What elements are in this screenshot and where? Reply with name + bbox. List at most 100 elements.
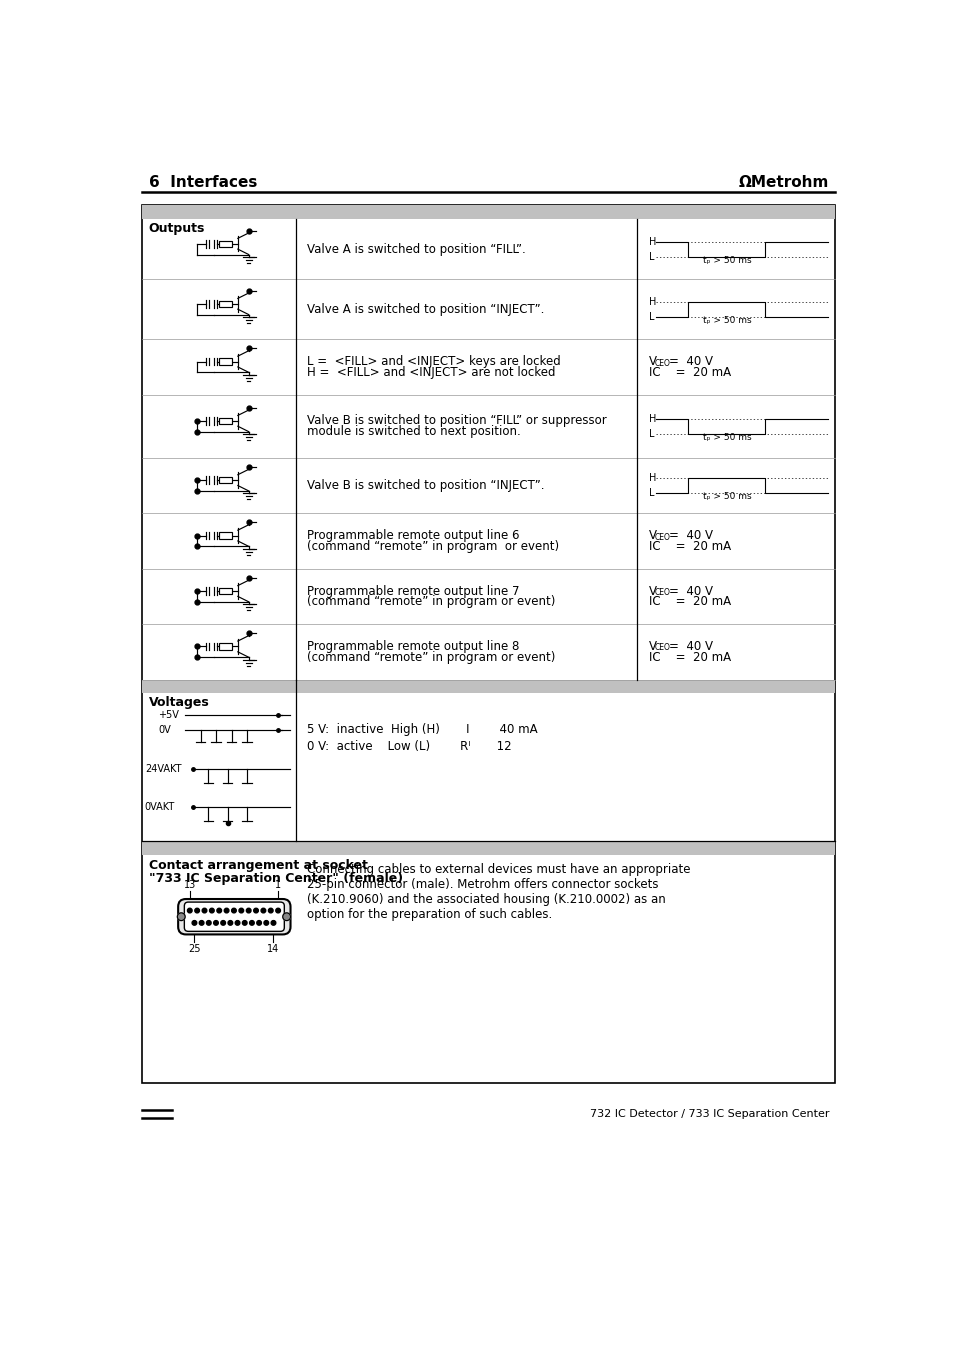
Bar — [142, 680, 835, 693]
Circle shape — [232, 908, 236, 913]
Text: H: H — [648, 473, 656, 484]
Text: (command “remote” in program or event): (command “remote” in program or event) — [307, 651, 555, 663]
Circle shape — [256, 920, 261, 925]
FancyBboxPatch shape — [178, 898, 291, 935]
Text: ΩMetrohm: ΩMetrohm — [738, 174, 828, 190]
Text: =  40 V: = 40 V — [669, 530, 713, 542]
Circle shape — [275, 908, 280, 913]
Circle shape — [206, 920, 211, 925]
Circle shape — [224, 908, 229, 913]
Bar — [219, 301, 232, 307]
Bar — [219, 358, 232, 365]
Text: V: V — [648, 640, 656, 653]
Bar — [219, 588, 232, 594]
Text: 0VAKT: 0VAKT — [145, 802, 175, 812]
Text: CEO: CEO — [654, 588, 670, 597]
Text: V: V — [648, 585, 656, 597]
Text: 25: 25 — [188, 943, 200, 954]
Text: 732 IC Detector / 733 IC Separation Center: 732 IC Detector / 733 IC Separation Cent… — [589, 1109, 828, 1119]
Text: (command “remote” in program  or event): (command “remote” in program or event) — [307, 540, 558, 553]
Circle shape — [199, 920, 204, 925]
Text: "733 IC Separation Center" (female): "733 IC Separation Center" (female) — [149, 871, 402, 885]
Circle shape — [187, 908, 192, 913]
Circle shape — [202, 908, 207, 913]
Text: Contact arrangement at socket: Contact arrangement at socket — [149, 859, 367, 871]
FancyBboxPatch shape — [184, 902, 284, 931]
Circle shape — [235, 920, 239, 925]
Text: module is switched to next position.: module is switched to next position. — [307, 426, 520, 438]
Text: Programmable remote output line 6: Programmable remote output line 6 — [307, 530, 518, 542]
Text: 14: 14 — [267, 943, 279, 954]
Text: tₚ > 50 ms: tₚ > 50 ms — [701, 316, 750, 324]
Circle shape — [228, 920, 233, 925]
Text: IC    =  20 mA: IC = 20 mA — [648, 651, 730, 663]
Text: Connecting cables to external devices must have an appropriate
25-pin connector : Connecting cables to external devices mu… — [307, 863, 690, 921]
Circle shape — [210, 908, 214, 913]
Circle shape — [177, 913, 185, 920]
Text: Programmable remote output line 8: Programmable remote output line 8 — [307, 640, 518, 653]
Circle shape — [239, 908, 243, 913]
Bar — [142, 842, 835, 855]
Text: tₚ > 50 ms: tₚ > 50 ms — [701, 492, 750, 501]
Text: Voltages: Voltages — [149, 697, 210, 709]
Text: IC    =  20 mA: IC = 20 mA — [648, 540, 730, 553]
Circle shape — [213, 920, 218, 925]
Text: =  40 V: = 40 V — [669, 640, 713, 653]
Circle shape — [271, 920, 275, 925]
Circle shape — [246, 908, 251, 913]
Bar — [142, 205, 835, 219]
Text: Outputs: Outputs — [149, 222, 205, 235]
Text: L: L — [648, 251, 654, 262]
Text: 13: 13 — [184, 880, 195, 890]
Text: =  40 V: = 40 V — [669, 585, 713, 597]
Text: tₚ > 50 ms: tₚ > 50 ms — [701, 255, 750, 265]
Circle shape — [250, 920, 253, 925]
Text: 6  Interfaces: 6 Interfaces — [149, 174, 256, 190]
Text: L: L — [648, 312, 654, 322]
Text: Valve B is switched to position “INJECT”.: Valve B is switched to position “INJECT”… — [307, 480, 544, 492]
Text: H =  <FILL> and <INJECT> are not locked: H = <FILL> and <INJECT> are not locked — [307, 366, 555, 378]
Circle shape — [194, 908, 199, 913]
Text: CEO: CEO — [654, 532, 670, 542]
Circle shape — [253, 908, 258, 913]
Text: 0 V:  active    Low (L)        Rᴵ       12: 0 V: active Low (L) Rᴵ 12 — [307, 739, 511, 753]
Circle shape — [192, 920, 196, 925]
Text: CEO: CEO — [654, 358, 670, 367]
Circle shape — [220, 920, 225, 925]
Circle shape — [268, 908, 273, 913]
Text: =  40 V: = 40 V — [669, 355, 713, 367]
Circle shape — [242, 920, 247, 925]
Text: 24VAKT: 24VAKT — [145, 763, 181, 774]
Circle shape — [264, 920, 269, 925]
Text: CEO: CEO — [654, 643, 670, 653]
Text: L: L — [648, 488, 654, 499]
Text: 0V: 0V — [158, 725, 171, 735]
Text: V: V — [648, 530, 656, 542]
Circle shape — [261, 908, 266, 913]
Text: +5V: +5V — [158, 711, 178, 720]
Text: H: H — [648, 236, 656, 247]
Text: (command “remote” in program or event): (command “remote” in program or event) — [307, 596, 555, 608]
Text: 5 V:  inactive  High (H)       I        40 mA: 5 V: inactive High (H) I 40 mA — [307, 723, 537, 736]
Text: Valve B is switched to position “FILL” or suppressor: Valve B is switched to position “FILL” o… — [307, 415, 606, 427]
Bar — [219, 643, 232, 650]
Text: 1: 1 — [274, 880, 281, 890]
Bar — [219, 417, 232, 424]
Text: IC    =  20 mA: IC = 20 mA — [648, 366, 730, 378]
Text: Programmable remote output line 7: Programmable remote output line 7 — [307, 585, 518, 597]
Bar — [219, 240, 232, 247]
Text: L: L — [648, 428, 654, 439]
Circle shape — [216, 908, 221, 913]
Text: IC    =  20 mA: IC = 20 mA — [648, 596, 730, 608]
Text: tₚ > 50 ms: tₚ > 50 ms — [701, 432, 750, 442]
Text: H: H — [648, 413, 656, 424]
Bar — [142, 205, 835, 1084]
Text: V: V — [648, 355, 656, 367]
Text: Valve A is switched to position “FILL”.: Valve A is switched to position “FILL”. — [307, 243, 525, 255]
Text: H: H — [648, 297, 656, 307]
Text: L =  <FILL> and <INJECT> keys are locked: L = <FILL> and <INJECT> keys are locked — [307, 355, 560, 367]
Bar — [219, 532, 232, 539]
Bar — [219, 477, 232, 484]
Text: Valve A is switched to position “INJECT”.: Valve A is switched to position “INJECT”… — [307, 303, 543, 316]
Circle shape — [282, 913, 291, 920]
